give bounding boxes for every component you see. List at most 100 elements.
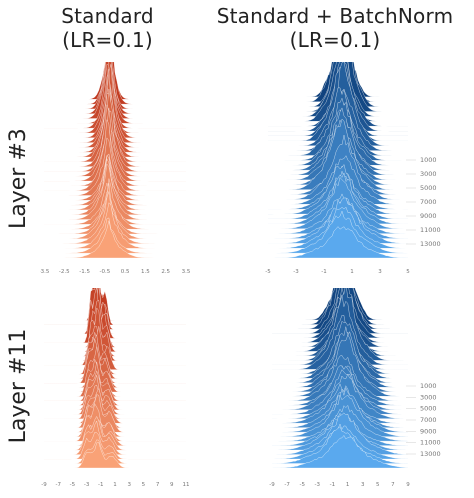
- y-tick-label: 5000: [420, 184, 437, 192]
- ridge-area: [44, 346, 186, 393]
- x-tick-label: 3: [127, 482, 131, 488]
- ridge-area: [43, 419, 187, 446]
- y-tick-label: 11000: [420, 439, 441, 447]
- ridge-area: [43, 334, 187, 379]
- ridge-area: [43, 370, 187, 411]
- ridgeline-chart-batchnorm-layer11: -9 -7 -5 -3 -1 1 3 5 7 9 1000 3000 5000 7000 9000 11000…: [269, 288, 441, 488]
- ridgeline-chart-standard-layer3: -3.5 -2.5 -1.5 -0.5 0.5 1.5 2.5 3.5: [40, 62, 190, 275]
- x-tick-label: -7: [284, 482, 290, 488]
- ridge-area: [43, 305, 187, 348]
- y-tick-label: 7000: [420, 416, 437, 424]
- x-tick-label: 1: [346, 482, 350, 488]
- x-tick-label: -3.5: [40, 269, 50, 275]
- x-tick-label: -0.5: [100, 269, 111, 275]
- x-tick-label: -1: [98, 482, 103, 488]
- column-title-line1: Standard + BatchNorm: [216, 4, 454, 28]
- ridge-area: [268, 226, 409, 259]
- y-tick-label: 3000: [420, 170, 437, 178]
- ridge-area: [43, 432, 187, 460]
- ridge-area: [43, 415, 187, 451]
- ridge-area: [43, 384, 187, 420]
- ridge-area: [43, 409, 187, 437]
- ridge-area: [43, 361, 187, 402]
- ridge-area: [43, 64, 187, 124]
- y-tick-label: 9000: [420, 212, 437, 220]
- ridge-area: [43, 358, 187, 397]
- ridge-area: [43, 314, 187, 357]
- x-tick-label: 7: [156, 482, 160, 488]
- column-title-standard: Standard (LR=0.1): [30, 4, 185, 52]
- ridge-area: [43, 62, 187, 114]
- x-tick-label: 3: [361, 482, 365, 488]
- ridge-area: [43, 394, 187, 429]
- ridge-area: [43, 394, 187, 433]
- x-tick-label: 7: [391, 482, 395, 488]
- ridge-area: [43, 288, 187, 344]
- x-tick-label: -3: [84, 482, 90, 488]
- x-tick-label: 1: [113, 482, 117, 488]
- ridge-area: [43, 288, 187, 330]
- column-title-batchnorm: Standard + BatchNorm (LR=0.1): [196, 4, 474, 52]
- x-tick-label: 5: [406, 269, 410, 275]
- x-tick-label: 0.5: [121, 269, 130, 275]
- ridgeline-chart-batchnorm-layer3: -5 -3 -1 1 3 5 1000 3000 5000 7000 9000 11000 13000: [265, 62, 441, 275]
- ridge-area: [44, 442, 186, 469]
- ridge-area: [43, 202, 187, 249]
- y-tick-label: 11000: [420, 226, 441, 234]
- x-tick-label: -3: [315, 482, 321, 488]
- y-tick-label: 3000: [420, 393, 437, 401]
- x-tick-label: 3.5: [182, 269, 190, 275]
- x-tick-label: -5: [265, 269, 271, 275]
- x-tick-label: -5: [70, 482, 76, 488]
- row-label-layer11: Layer #11: [6, 328, 31, 444]
- ridge-area: [43, 420, 187, 455]
- ridge-area: [44, 220, 186, 259]
- ridge-area: [43, 217, 187, 254]
- ridge-area: [43, 307, 187, 361]
- ridge-area: [43, 439, 187, 464]
- x-tick-label: 3: [378, 269, 382, 275]
- ridgeline-chart-standard-layer11: -9 -7 -5 -3 -1 1 3 5 7 9 11: [41, 288, 190, 488]
- column-title-line2: (LR=0.1): [62, 28, 153, 52]
- x-tick-label: -1: [321, 269, 326, 275]
- x-tick-label: -3: [293, 269, 299, 275]
- y-tick-label: 13000: [420, 240, 441, 248]
- x-tick-label: -2.5: [59, 269, 70, 275]
- ridge-area: [271, 434, 409, 469]
- ridge-area: [43, 288, 187, 326]
- ridge-area: [43, 387, 187, 424]
- y-tick-label: 13000: [420, 450, 441, 458]
- ridge-area: [43, 191, 187, 244]
- ridge-area: [43, 373, 187, 406]
- column-title-line2: (LR=0.1): [289, 28, 381, 52]
- ridge-area: [43, 375, 187, 415]
- ridge-area: [43, 331, 187, 375]
- x-tick-label: -1.5: [79, 269, 90, 275]
- y-tick-label: 5000: [420, 405, 437, 413]
- x-tick-label: -5: [299, 482, 305, 488]
- x-tick-label: -9: [41, 482, 47, 488]
- ridge-area: [43, 338, 187, 384]
- row-label-layer3: Layer #3: [6, 128, 31, 229]
- ridge-area: [43, 288, 187, 335]
- x-tick-label: 9: [170, 482, 174, 488]
- ridge-area: [43, 62, 187, 139]
- y-tick-label: 1000: [420, 156, 437, 164]
- ridge-area: [43, 288, 187, 339]
- ridge-area: [43, 178, 187, 230]
- x-tick-label: 2.5: [161, 269, 170, 275]
- x-tick-label: -1: [330, 482, 335, 488]
- ridge-area: [43, 326, 187, 370]
- y-tick-label: 7000: [420, 198, 437, 206]
- ridge-area: [43, 288, 187, 321]
- ridge-area: [43, 350, 187, 388]
- ridge-area: [43, 403, 187, 442]
- ridge-area: [43, 299, 187, 353]
- x-tick-label: 9: [406, 482, 410, 488]
- x-tick-label: 1.5: [141, 269, 150, 275]
- x-tick-label: 5: [142, 482, 146, 488]
- y-tick-label: 1000: [420, 382, 437, 390]
- x-tick-label: 11: [183, 482, 190, 488]
- ridge-area: [43, 191, 187, 235]
- column-title-line1: Standard: [61, 4, 154, 28]
